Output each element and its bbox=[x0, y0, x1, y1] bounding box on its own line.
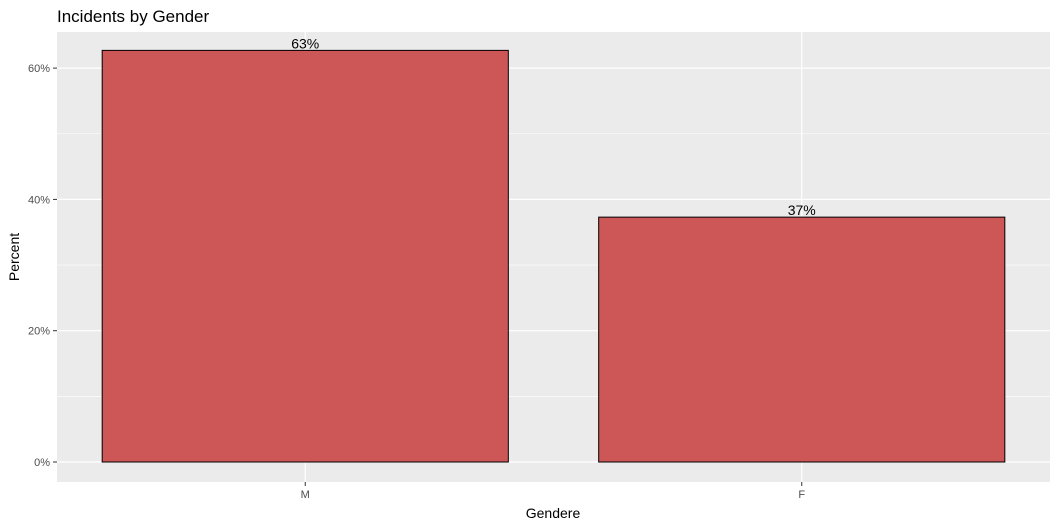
y-tick-label: 60% bbox=[28, 63, 50, 75]
bar-M bbox=[101, 49, 509, 463]
y-axis-title: Percent bbox=[6, 233, 22, 281]
data-label-F: 37% bbox=[788, 202, 816, 218]
data-label-M: 63% bbox=[291, 35, 319, 51]
x-tick-label: M bbox=[301, 489, 310, 501]
data-labels: 63% 37% bbox=[291, 35, 816, 218]
y-axis: 0% 20% 40% 60% bbox=[28, 63, 57, 469]
x-axis-title: Gendere bbox=[526, 505, 581, 521]
bars bbox=[101, 49, 1006, 463]
y-tick-label: 0% bbox=[34, 457, 50, 469]
chart-title: Incidents by Gender bbox=[57, 7, 209, 26]
y-tick-label: 40% bbox=[28, 194, 50, 206]
bar-F bbox=[598, 216, 1006, 463]
y-tick-label: 20% bbox=[28, 326, 50, 338]
x-tick-label: F bbox=[798, 489, 805, 501]
